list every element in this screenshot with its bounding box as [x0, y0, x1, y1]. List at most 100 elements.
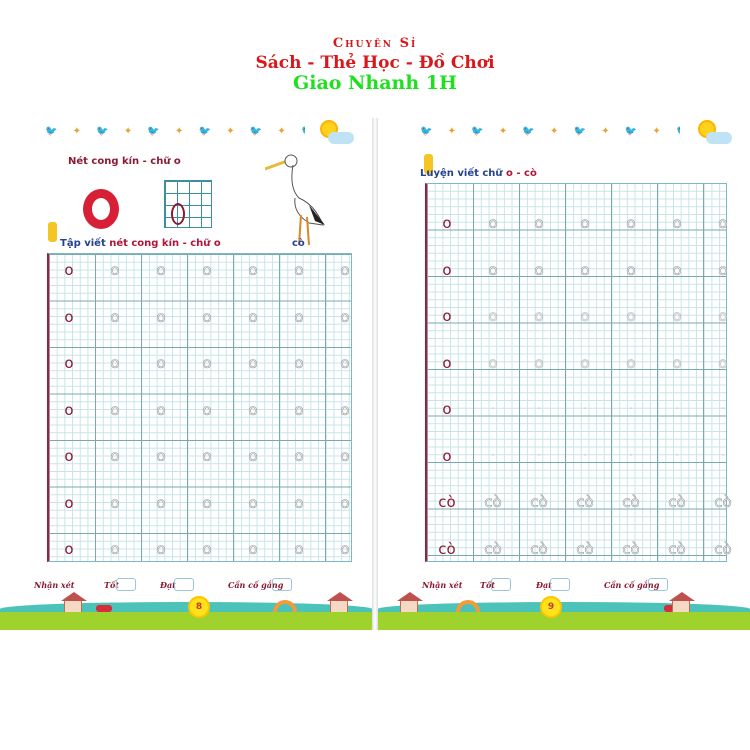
trace-letter: o — [202, 400, 212, 419]
trace-letter: · — [491, 450, 495, 460]
trace-letter: cò — [576, 539, 594, 558]
bird-icon: 🐦 ✦ 🐦 ✦ 🐦 ✦ 🐦 ✦ 🐦 ✦ 🐦 — [420, 126, 680, 137]
try-checkbox[interactable] — [272, 578, 292, 591]
trace-letter: o — [626, 307, 636, 325]
footer-pass-label: Đạt — [160, 580, 176, 590]
trace-letter: o — [580, 307, 590, 325]
trace-letter: · — [537, 450, 541, 460]
model-letter: o — [64, 493, 74, 512]
trace-letter: o — [488, 260, 498, 279]
left-page: 🐦 ✦ 🐦 ✦ 🐦 ✦ 🐦 ✦ 🐦 ✦ 🐦 Nét cong kín - chữ… — [0, 118, 372, 630]
trace-letter: o — [248, 400, 258, 419]
writing-grid: o o o o o o o o o o o o o o o o o o o o o o o o o o o o o · · · · · · o · · · ·… — [425, 183, 732, 562]
model-letter: o — [64, 354, 74, 372]
model-letter: o — [442, 260, 452, 279]
model-letter: o — [442, 353, 452, 372]
letter-o-illustration — [83, 189, 119, 229]
model-letter: o — [442, 214, 452, 232]
letter-o-stroke-diagram — [164, 180, 212, 228]
trace-letter: o — [340, 261, 350, 279]
trace-letter: o — [202, 261, 212, 279]
trace-letter: cò — [668, 539, 686, 558]
trace-letter: o — [340, 493, 350, 512]
footer-remark-label: Nhận xét — [34, 580, 75, 590]
trace-letter: o — [202, 447, 212, 465]
trace-letter: o — [488, 214, 498, 232]
trace-letter: o — [718, 260, 728, 279]
trace-letter: · — [629, 404, 633, 413]
trace-letter: o — [110, 400, 120, 419]
model-letter: o — [64, 307, 74, 326]
trace-letter: o — [248, 447, 258, 465]
footer-good-label: Tốt — [480, 580, 495, 590]
trace-letter: o — [294, 400, 304, 419]
trace-letter: o — [294, 447, 304, 465]
trace-letter: o — [156, 447, 166, 465]
good-checkbox[interactable] — [116, 578, 136, 591]
trace-letter: o — [488, 353, 498, 372]
footer-try-label: Cần cố gắng — [604, 580, 660, 590]
trace-letter: o — [294, 540, 304, 558]
trace-letter: o — [156, 493, 166, 512]
trace-letter: cò — [530, 539, 548, 558]
trace-letter: o — [110, 447, 120, 465]
pencil-mascot-icon — [424, 154, 433, 174]
pass-checkbox[interactable] — [550, 578, 570, 591]
section-title: Nét cong kín - chữ o — [68, 156, 181, 167]
try-checkbox[interactable] — [648, 578, 668, 591]
trace-letter: o — [248, 493, 258, 512]
trace-letter: o — [580, 214, 590, 232]
trace-letter: o — [626, 260, 636, 279]
trace-letter: o — [340, 447, 350, 465]
trace-letter: o — [718, 214, 728, 232]
trace-letter: o — [248, 261, 258, 279]
page-number: 9 — [540, 596, 562, 618]
trace-letter: o — [202, 307, 212, 326]
banner-line-3: Giao Nhanh 1H — [293, 72, 457, 94]
trace-letter: cò — [530, 493, 548, 511]
trace-letter: o — [672, 307, 682, 325]
practice-title-prefix: Tập viết — [60, 238, 110, 249]
trace-letter: o — [110, 354, 120, 372]
trace-letter: o — [202, 354, 212, 372]
banner-line-2: Sách - Thẻ Học - Đồ Chơi — [255, 53, 495, 73]
trace-letter: o — [294, 493, 304, 512]
model-letter: o — [64, 540, 74, 558]
footer-good-label: Tốt — [104, 580, 119, 590]
practice-title: Tập viết nét cong kín - chữ o — [60, 238, 221, 249]
trace-letter: o — [110, 307, 120, 326]
pass-checkbox[interactable] — [174, 578, 194, 591]
trace-letter: · — [721, 404, 725, 413]
trace-letter: o — [294, 307, 304, 326]
trace-letter: o — [110, 493, 120, 512]
trace-letter: o — [202, 493, 212, 512]
model-letter: cò — [438, 493, 456, 511]
model-letter: o — [442, 400, 452, 418]
right-page: 🐦 ✦ 🐦 ✦ 🐦 ✦ 🐦 ✦ 🐦 ✦ 🐦 Luyện viết chữ o -… — [378, 118, 750, 630]
trace-letter: cò — [484, 493, 502, 511]
trace-letter: · — [629, 450, 633, 460]
trace-letter: o — [294, 354, 304, 372]
cloud-icon — [706, 132, 732, 144]
trace-letter: o — [110, 261, 120, 279]
footer-try-label: Cần cố gắng — [228, 580, 284, 590]
trace-letter: · — [583, 404, 587, 413]
model-letter: cò — [438, 539, 456, 558]
trace-letter: o — [580, 353, 590, 372]
trace-letter: o — [340, 400, 350, 419]
trace-letter: cò — [714, 539, 732, 558]
trace-letter: o — [248, 354, 258, 372]
trace-letter: · — [583, 450, 587, 460]
bird-icon: 🐦 ✦ 🐦 ✦ 🐦 ✦ 🐦 ✦ 🐦 ✦ 🐦 — [45, 126, 305, 137]
trace-letter: o — [248, 307, 258, 326]
trace-letter: o — [156, 540, 166, 558]
trace-letter: cò — [622, 493, 640, 511]
trace-letter: · — [675, 404, 679, 413]
trace-letter: o — [110, 540, 120, 558]
trace-letter: o — [488, 307, 498, 325]
good-checkbox[interactable] — [491, 578, 511, 591]
trace-letter: o — [340, 354, 350, 372]
trace-letter: o — [534, 353, 544, 372]
banner-line-1: Chuyên Sỉ — [332, 36, 418, 51]
trace-letter: o — [534, 307, 544, 325]
